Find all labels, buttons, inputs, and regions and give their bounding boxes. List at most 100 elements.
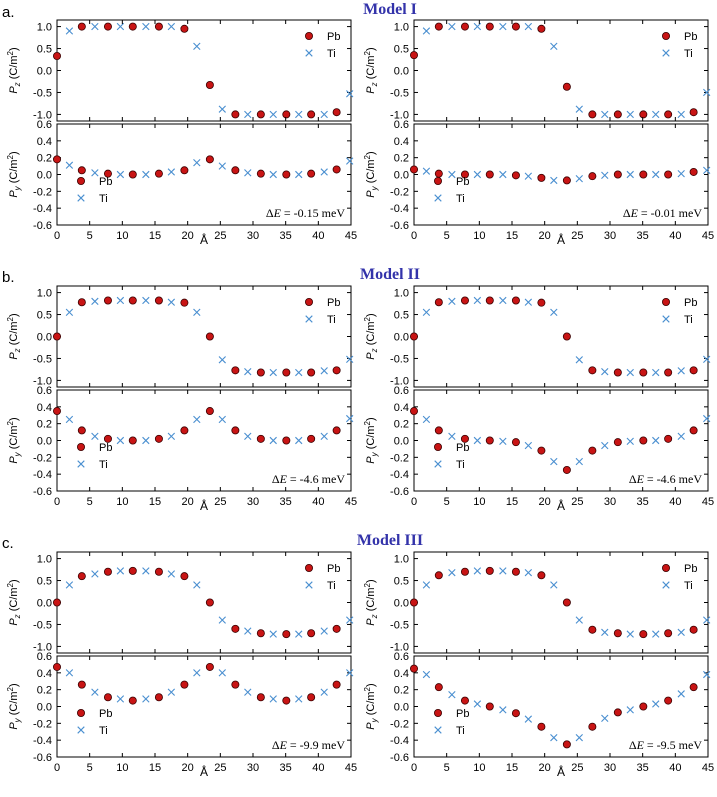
- ti-point-py-m3l: [65, 669, 74, 677]
- ti-point-pz-m1r: [601, 110, 609, 119]
- pb-point-pz-m2l: [256, 368, 265, 377]
- x-tick-label-m3r: 15: [506, 762, 518, 774]
- pb-point-pz-m2r: [689, 366, 698, 375]
- pb-point-py-m1l: [154, 169, 163, 178]
- pb-point-pz-m3r: [639, 630, 648, 639]
- ti-point-py-m3r: [550, 733, 558, 742]
- x-tick-label-m1r: 15: [506, 230, 518, 242]
- y-tick-label-py-m1l: 0.6: [37, 119, 52, 131]
- x-tick-label-m1r: 45: [702, 230, 714, 242]
- ti-point-pz-m3r: [626, 630, 634, 638]
- legend-ti-marker-py-m2l: [77, 460, 85, 468]
- pb-point-pz-m1r: [460, 22, 469, 31]
- ti-point-pz-m3l: [295, 630, 303, 638]
- ti-point-py-m2r: [575, 457, 583, 466]
- y-tick-label-py-m1l: 0.4: [37, 136, 52, 148]
- ti-point-pz-m3l: [193, 581, 201, 589]
- y-tick-label-py-m1r: -0.4: [390, 203, 409, 215]
- ti-point-pz-m2r: [448, 297, 456, 306]
- x-tick-label-m2l: 10: [116, 496, 128, 508]
- ti-point-py-m3r: [499, 706, 507, 714]
- legend-pb-label-py-m2r: Pb: [456, 442, 469, 454]
- pb-point-py-m2l: [332, 426, 341, 435]
- pb-point-pz-m1l: [154, 22, 163, 31]
- x-tick-label-m2r: 40: [669, 496, 681, 508]
- legend-ti-label-pz-m1r: Ti: [684, 48, 693, 60]
- legend-ti-label-py-m3l: Ti: [99, 725, 108, 737]
- x-tick-label-m3r: 35: [637, 762, 649, 774]
- pb-point-pz-m1l: [332, 108, 341, 117]
- legend-pb-marker-py-m3r: [433, 709, 442, 718]
- ti-point-pz-m3l: [116, 567, 125, 575]
- x-tick-label-m1l: 40: [312, 230, 324, 242]
- ti-point-pz-m2l: [244, 367, 252, 376]
- legend-pb-label-py-m1l: Pb: [99, 176, 112, 188]
- ti-point-pz-m2r: [422, 308, 431, 317]
- pb-point-py-m1r: [664, 170, 673, 179]
- ti-point-pz-m2l: [346, 355, 354, 364]
- plot-group-m3l: 1.0 0.5 0.0 -0.5 -1.0 Pz (C/m2) Pb Ti 0.6 0.4 0.2 0…: [6, 551, 357, 779]
- legend-ti-marker-pz-m1r: [662, 49, 670, 57]
- ti-point-py-m1l: [320, 168, 328, 176]
- delta-e-label-m2l: ΔE = -4.6 meV: [272, 472, 345, 486]
- pb-point-pz-m1r: [434, 22, 443, 31]
- pb-point-py-m1l: [332, 165, 341, 174]
- x-tick-label-m1l: 20: [182, 230, 194, 242]
- pb-point-py-m3l: [332, 680, 341, 689]
- pb-point-py-m3r: [434, 683, 443, 692]
- legend-pb-label-pz-m3r: Pb: [684, 563, 697, 575]
- pb-point-pz-m1l: [231, 110, 240, 119]
- model-title-2: Model II: [360, 266, 420, 283]
- legend-ti-label-py-m1r: Ti: [456, 193, 465, 205]
- x-tick-label-m2r: 5: [444, 496, 450, 508]
- ti-point-pz-m3r: [524, 568, 533, 577]
- ti-point-py-m2l: [218, 415, 226, 424]
- ti-point-py-m1r: [473, 170, 482, 179]
- y-tick-label-py-m2l: 0.2: [37, 419, 52, 431]
- pb-point-pz-m2r: [588, 366, 597, 375]
- pb-point-py-m2r: [511, 438, 520, 447]
- pb-point-pz-m2l: [205, 332, 214, 341]
- y-tick-label-pz-m2r: -1.0: [390, 375, 409, 387]
- pb-point-pz-m2l: [282, 368, 291, 377]
- y-tick-label-pz-m3l: 1.0: [37, 554, 52, 566]
- pb-point-py-m2l: [307, 434, 316, 443]
- y-tick-label-py-m2r: -0.6: [390, 486, 409, 498]
- legend-pb-label-py-m1r: Pb: [456, 176, 469, 188]
- ti-point-pz-m3r: [448, 568, 456, 577]
- legend-ti-label-pz-m1l: Ti: [327, 48, 336, 60]
- pb-point-py-m1r: [588, 172, 597, 181]
- pb-point-pz-m1r: [511, 22, 520, 31]
- y-tick-label-py-m3l: 0.6: [37, 651, 52, 663]
- y-tick-label-pz-m1l: 1.0: [37, 22, 52, 34]
- ti-point-py-m1r: [550, 176, 558, 185]
- pb-point-pz-m1l: [128, 22, 137, 31]
- ti-point-py-m1l: [295, 170, 303, 179]
- ti-point-pz-m1l: [244, 110, 252, 119]
- pb-point-pz-m1r: [588, 110, 597, 119]
- ti-point-pz-m2r: [499, 296, 507, 305]
- y-tick-label-py-m3l: 0.0: [37, 702, 52, 714]
- pb-point-pz-m2l: [77, 298, 86, 307]
- y-tick-label-py-m1r: 0.0: [394, 170, 409, 182]
- ti-point-py-m3l: [91, 688, 99, 696]
- x-axis-label-m1l: Å: [200, 232, 208, 247]
- pb-point-pz-m3r: [613, 629, 622, 638]
- ti-point-pz-m2l: [320, 367, 328, 375]
- y-tick-label-py-m2l: -0.2: [33, 452, 52, 464]
- y-axis-label-pz-m1r: Pz (C/m2): [363, 47, 379, 93]
- pb-point-pz-m2r: [639, 368, 648, 377]
- ti-point-py-m1l: [142, 170, 150, 179]
- x-tick-label-m2r: 25: [571, 496, 583, 508]
- y-tick-label-pz-m1r: 1.0: [394, 22, 409, 34]
- ti-point-py-m1l: [269, 170, 277, 179]
- ti-point-py-m2l: [65, 415, 74, 424]
- y-tick-label-pz-m1l: -0.5: [33, 87, 52, 99]
- y-tick-label-py-m2r: -0.4: [390, 469, 409, 481]
- x-tick-label-m1r: 35: [637, 230, 649, 242]
- ti-point-py-m3l: [346, 669, 354, 677]
- ti-point-pz-m3l: [244, 627, 252, 635]
- ti-point-py-m2l: [295, 436, 303, 445]
- legend-ti-label-py-m2l: Ti: [99, 459, 108, 471]
